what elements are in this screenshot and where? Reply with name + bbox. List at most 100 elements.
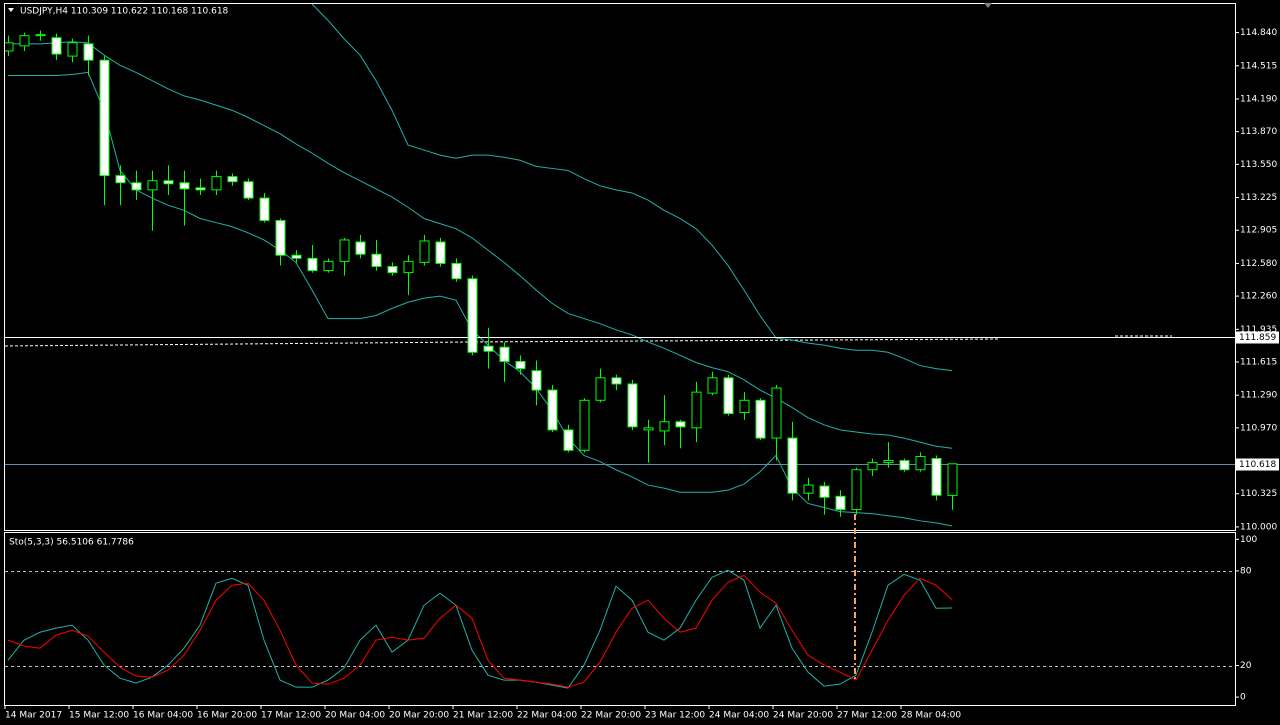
candle-body	[35, 34, 46, 37]
candle-body	[835, 495, 846, 511]
x-tick-label: 21 Mar 12:00	[453, 711, 513, 721]
y-tick-label: 0	[1240, 693, 1246, 703]
candle-body	[723, 377, 734, 415]
indicator-line	[8, 41, 953, 449]
candle-body	[675, 421, 686, 428]
candle-body	[915, 455, 926, 471]
x-tick-label: 28 Mar 04:00	[901, 711, 961, 721]
candle-body	[867, 462, 878, 471]
candle-body	[691, 391, 702, 429]
x-tick-label: 22 Mar 04:00	[517, 711, 577, 721]
candle-body	[387, 265, 398, 274]
candle-body	[403, 260, 414, 274]
x-tick-label: 16 Mar 04:00	[133, 711, 193, 721]
indicator-line	[7, 574, 953, 688]
y-tick-label: 110.325	[1240, 489, 1277, 499]
candle-body	[99, 59, 110, 177]
candle-body	[787, 437, 798, 494]
y-tick-label: 111.935	[1240, 325, 1277, 335]
chart-title: USDJPY,H4 110.309 110.622 110.168 110.61…	[20, 7, 229, 17]
candle-body	[147, 180, 158, 191]
y-tick-label: 100	[1240, 535, 1257, 545]
symbol-menu-icon[interactable]	[8, 8, 14, 12]
y-tick-label: 111.615	[1240, 357, 1277, 367]
candle-body	[771, 387, 782, 439]
candle-body	[451, 262, 462, 280]
candle-body	[563, 429, 574, 451]
y-tick-label: 111.290	[1240, 391, 1277, 401]
x-tick-label: 27 Mar 12:00	[837, 711, 897, 721]
candle-body	[819, 485, 830, 498]
x-tick-label: 24 Mar 20:00	[773, 711, 833, 721]
candle-body	[483, 345, 494, 352]
candle-body	[211, 176, 222, 191]
x-tick-label: 23 Mar 12:00	[645, 711, 705, 721]
y-tick-label: 114.840	[1240, 28, 1277, 38]
candle-body	[179, 182, 190, 190]
price-label: 111.859	[1239, 333, 1276, 343]
candle-body	[115, 175, 126, 184]
indicator-panel-frame	[4, 532, 1236, 706]
candle-body	[291, 254, 302, 259]
candle-body	[499, 346, 510, 362]
candle-body	[275, 220, 286, 256]
axes: 114.840 114.515 114.190 113.870 113.550 113.2…	[4, 28, 1279, 721]
candle-body	[579, 399, 590, 451]
x-tick-label: 16 Mar 20:00	[197, 711, 257, 721]
x-tick-label: 24 Mar 04:00	[709, 711, 769, 721]
x-tick-label: 22 Mar 20:00	[581, 711, 641, 721]
candle-body	[467, 278, 478, 353]
candle-body	[515, 360, 526, 370]
candle-body	[595, 377, 606, 401]
y-tick-label: 113.225	[1240, 193, 1277, 203]
candle-body	[739, 399, 750, 414]
candle-body	[51, 37, 62, 55]
candle-body	[339, 239, 350, 262]
x-tick-label: 15 Mar 12:00	[69, 711, 129, 721]
y-tick-label: 110.000	[1240, 522, 1277, 532]
candle-body	[195, 187, 206, 191]
candle-body	[883, 460, 894, 464]
y-tick-label: 114.515	[1240, 61, 1277, 71]
candle-body	[259, 197, 270, 222]
candle-body	[19, 35, 30, 47]
candle-body	[899, 460, 910, 471]
candle-body	[947, 463, 958, 496]
y-tick-label: 110.970	[1240, 423, 1277, 433]
candle-body	[643, 427, 654, 431]
candle-body	[803, 484, 814, 494]
main-plot	[5, 4, 1235, 527]
indicator-title: Sto(5,3,3) 56.5106 61.7786	[9, 538, 134, 548]
candle-body	[931, 458, 942, 496]
candle-body	[5, 42, 14, 52]
candle-body	[419, 240, 430, 263]
indicator-line	[311, 4, 953, 372]
indicator-line	[7, 569, 953, 689]
candle-body	[355, 241, 366, 255]
candle-body	[131, 182, 142, 191]
price-label-box	[1236, 331, 1279, 344]
y-tick-label: 20	[1240, 661, 1252, 671]
x-tick-label: 14 Mar 2017	[5, 711, 62, 721]
candle-body	[627, 383, 638, 428]
candle-body	[323, 260, 334, 272]
y-tick-label: 113.550	[1240, 160, 1277, 170]
y-tick-label: 112.260	[1240, 292, 1277, 302]
candle-body	[371, 253, 382, 267]
candle-body	[163, 180, 174, 185]
candle-body	[227, 176, 238, 183]
y-tick-label: 112.905	[1240, 226, 1277, 236]
x-tick-label: 20 Mar 20:00	[389, 711, 449, 721]
candle-body	[755, 399, 766, 439]
y-tick-label: 114.190	[1240, 94, 1277, 104]
candle-body	[547, 389, 558, 431]
candle-body	[435, 241, 446, 264]
shift-marker[interactable]	[984, 3, 992, 8]
candle-body	[611, 377, 622, 385]
y-tick-label: 113.870	[1240, 127, 1277, 137]
y-tick-label: 80	[1240, 566, 1252, 576]
candle-body	[83, 43, 94, 61]
candle-body	[67, 42, 78, 57]
candle-body	[307, 257, 318, 272]
